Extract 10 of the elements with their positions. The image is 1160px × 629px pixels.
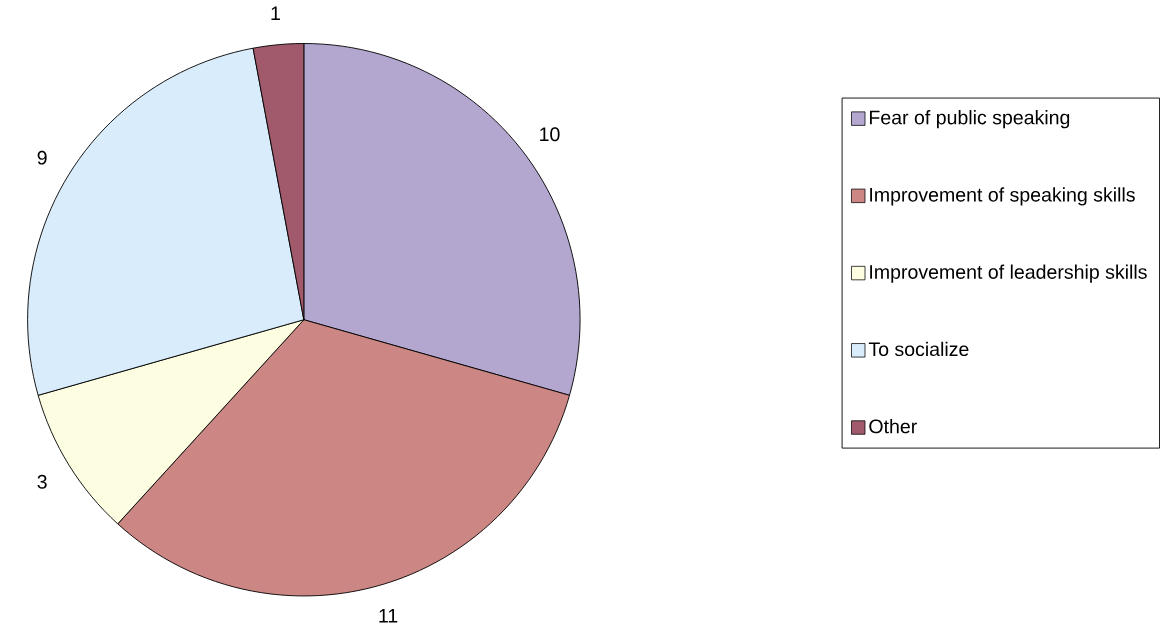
data-label: 9 <box>37 150 47 165</box>
data-label: 3 <box>37 474 47 489</box>
legend-label: To socialize <box>868 341 969 357</box>
legend-label: Fear of public speaking <box>869 110 1070 129</box>
legend-label: Improvement of leadership skills <box>870 264 1147 283</box>
legend-label: Other <box>869 418 917 434</box>
legend-label: Improvement of speaking skills <box>870 187 1135 206</box>
data-label: 10 <box>540 127 560 142</box>
data-label: 11 <box>379 609 398 623</box>
data-label: 1 <box>271 6 280 20</box>
